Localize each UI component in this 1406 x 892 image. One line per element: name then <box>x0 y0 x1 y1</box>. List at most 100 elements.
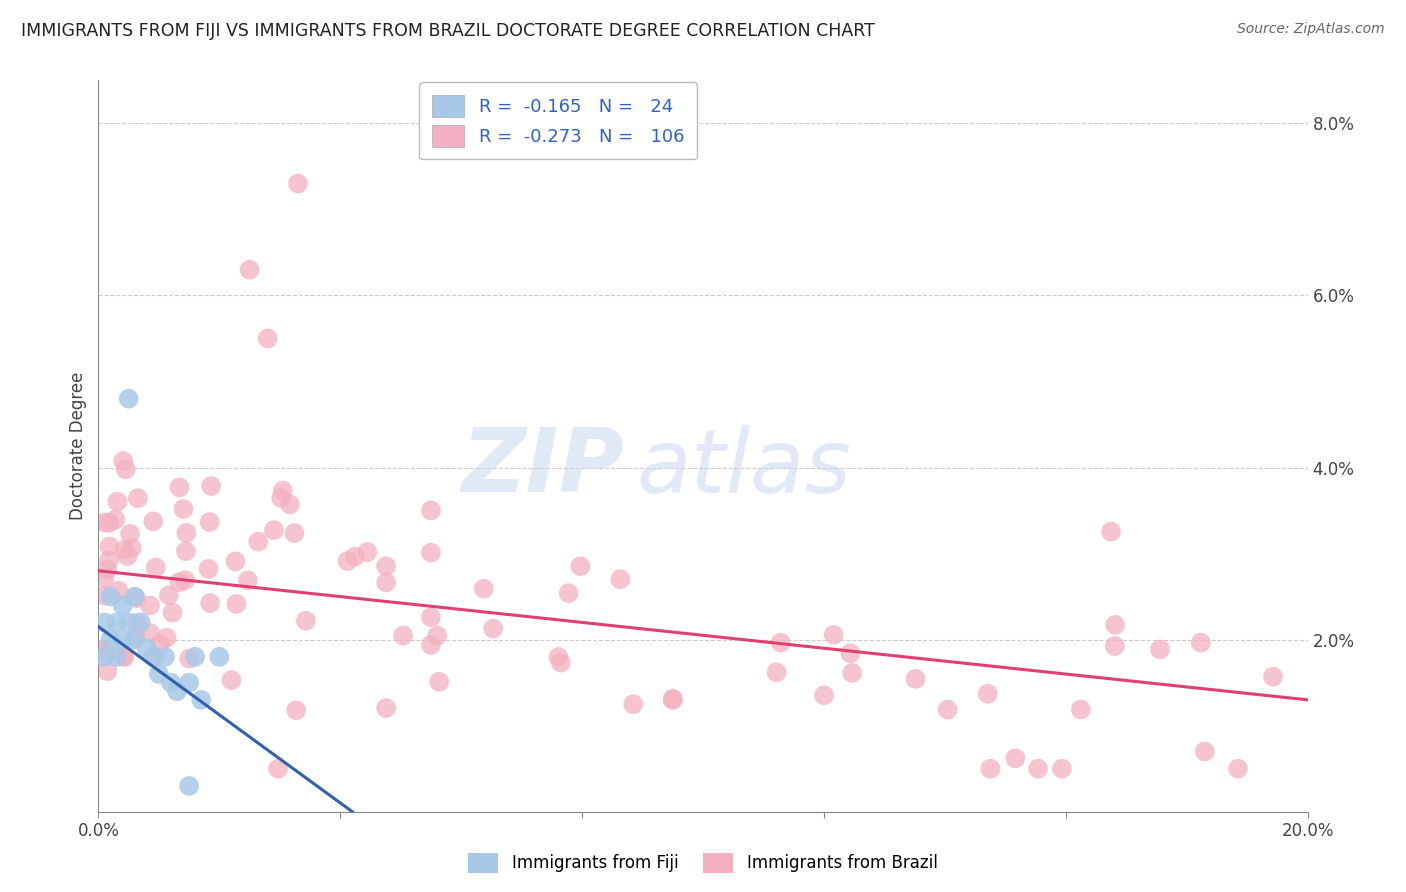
Point <box>769 635 792 649</box>
Point <box>283 526 305 541</box>
Point <box>157 588 180 602</box>
Point <box>124 590 146 604</box>
Point <box>125 631 148 645</box>
Point <box>156 631 179 645</box>
Point <box>661 693 683 707</box>
Point <box>392 628 415 642</box>
Point <box>1104 639 1126 653</box>
Point <box>375 575 398 590</box>
Point <box>263 523 285 537</box>
Point <box>472 582 495 596</box>
Point <box>1194 744 1216 758</box>
Point <box>148 667 170 681</box>
Point <box>198 515 221 529</box>
Point <box>190 693 212 707</box>
Point <box>93 589 115 603</box>
Point <box>162 606 184 620</box>
Point <box>271 483 294 498</box>
Point <box>1261 670 1284 684</box>
Point <box>107 583 129 598</box>
Point <box>174 544 197 558</box>
Point <box>1099 524 1122 539</box>
Point <box>356 545 378 559</box>
Point <box>125 591 148 606</box>
Point <box>153 649 176 664</box>
Point <box>172 502 194 516</box>
Point <box>111 598 134 612</box>
Point <box>174 573 197 587</box>
Point <box>547 650 569 665</box>
Point <box>112 650 135 665</box>
Point <box>124 632 146 647</box>
Point <box>979 762 1001 776</box>
Legend: Immigrants from Fiji, Immigrants from Brazil: Immigrants from Fiji, Immigrants from Br… <box>461 847 945 880</box>
Point <box>1226 762 1249 776</box>
Point <box>823 628 845 642</box>
Point <box>236 574 259 588</box>
Point <box>200 479 222 493</box>
Point <box>1189 635 1212 649</box>
Point <box>482 622 505 636</box>
Point <box>112 648 135 663</box>
Point <box>139 599 162 613</box>
Point <box>239 262 262 277</box>
Point <box>375 559 398 574</box>
Point <box>1026 762 1049 776</box>
Point <box>105 615 128 630</box>
Point <box>609 572 631 586</box>
Point <box>100 590 122 604</box>
Point <box>1149 642 1171 657</box>
Point <box>112 454 135 468</box>
Point <box>179 779 201 793</box>
Point <box>112 542 135 557</box>
Point <box>98 540 121 554</box>
Point <box>977 687 1000 701</box>
Point <box>145 649 167 664</box>
Text: IMMIGRANTS FROM FIJI VS IMMIGRANTS FROM BRAZIL DOCTORATE DEGREE CORRELATION CHAR: IMMIGRANTS FROM FIJI VS IMMIGRANTS FROM … <box>21 22 875 40</box>
Text: atlas: atlas <box>637 425 852 511</box>
Point <box>121 541 143 555</box>
Point <box>569 559 592 574</box>
Point <box>1070 702 1092 716</box>
Point <box>176 525 198 540</box>
Point <box>1104 618 1126 632</box>
Point <box>135 641 157 656</box>
Point <box>98 516 121 530</box>
Point <box>145 560 167 574</box>
Point <box>104 513 127 527</box>
Point <box>426 629 449 643</box>
Point <box>662 691 685 706</box>
Text: Source: ZipAtlas.com: Source: ZipAtlas.com <box>1237 22 1385 37</box>
Point <box>125 615 148 630</box>
Point <box>270 491 292 505</box>
Point <box>93 643 115 657</box>
Point <box>96 563 118 577</box>
Point <box>841 665 863 680</box>
Point <box>129 615 152 630</box>
Point <box>224 554 246 568</box>
Point <box>166 684 188 698</box>
Point <box>169 575 191 590</box>
Point <box>105 649 128 664</box>
Point <box>550 656 572 670</box>
Point <box>420 638 443 652</box>
Point <box>621 697 644 711</box>
Point <box>142 514 165 528</box>
Point <box>278 497 301 511</box>
Point <box>839 646 862 660</box>
Point <box>93 649 115 664</box>
Point <box>179 675 201 690</box>
Text: ZIP: ZIP <box>461 425 624 511</box>
Point <box>420 503 443 517</box>
Point <box>208 649 231 664</box>
Point <box>1050 762 1073 776</box>
Point <box>765 665 787 680</box>
Point <box>142 649 165 664</box>
Point <box>169 480 191 494</box>
Point <box>420 610 443 624</box>
Point <box>557 586 579 600</box>
Point <box>114 462 136 476</box>
Point <box>936 702 959 716</box>
Point <box>1004 751 1026 765</box>
Point <box>336 554 359 568</box>
